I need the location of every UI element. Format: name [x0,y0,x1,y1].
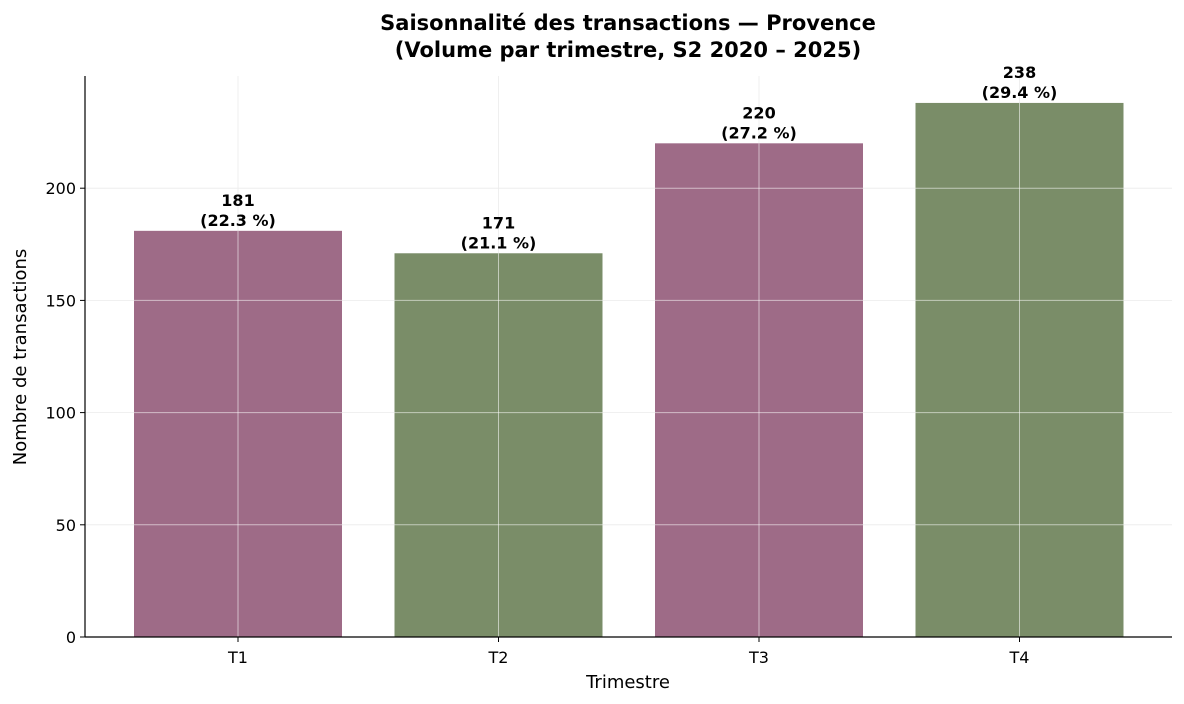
y-tick-label: 100 [45,404,76,423]
data-label-share: (22.3 %) [200,211,276,230]
y-tick-label: 0 [66,628,76,647]
x-tick-label: T4 [1009,648,1030,667]
data-label-value: 238 [1003,63,1036,82]
data-label-value: 171 [482,213,515,232]
chart-subtitle: (Volume par trimestre, S2 2020 – 2025) [395,38,861,62]
bars [134,102,1124,638]
data-label-share: (29.4 %) [982,83,1058,102]
data-label-share: (21.1 %) [461,233,537,252]
x-tick-label: T3 [748,648,769,667]
x-tick-label: T2 [488,648,509,667]
chart-title: Saisonnalité des transactions — Provence [380,11,876,35]
y-tick-label: 200 [45,179,76,198]
y-axis-label: Nombre de transactions [10,249,31,466]
data-label-share: (27.2 %) [721,123,797,142]
data-label-value: 220 [742,103,775,122]
y-tick-label: 150 [45,291,76,310]
data-labels: 181(22.3 %) 171(21.1 %) 220(27.2 %) 238(29.… [200,63,1057,252]
axes: 0 50 100 150 200 T1 T2 T3 T4 [45,76,1172,667]
data-label-value: 181 [221,191,254,210]
x-axis-label: Trimestre [585,672,670,693]
y-tick-label: 50 [56,516,76,535]
x-tick-label: T1 [227,648,248,667]
grid-overlay [134,102,1124,637]
